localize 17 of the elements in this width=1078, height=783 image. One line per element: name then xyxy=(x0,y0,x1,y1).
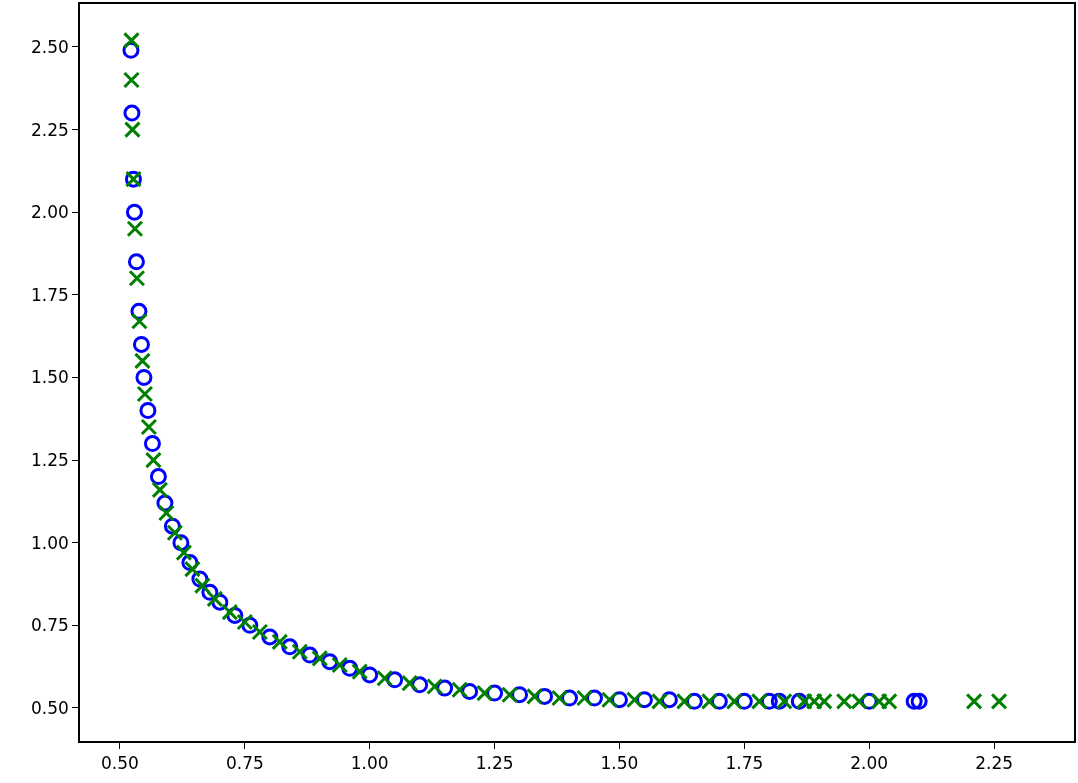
y-tick-label: 0.50 xyxy=(30,697,69,718)
y-tick-label: 0.75 xyxy=(30,615,69,636)
y-tick-label: 1.75 xyxy=(30,284,69,305)
x-tick-label: 1.00 xyxy=(350,753,389,774)
x-tick-label: 1.75 xyxy=(725,753,764,774)
x-tick-label: 1.50 xyxy=(600,753,639,774)
y-tick-label: 1.00 xyxy=(30,532,69,553)
y-tick-label: 2.00 xyxy=(30,202,69,223)
x-tick-label: 0.75 xyxy=(225,753,264,774)
x-tick-label: 2.00 xyxy=(850,753,889,774)
y-tick-label: 2.50 xyxy=(30,36,69,57)
x-tick-label: 0.50 xyxy=(101,753,139,774)
y-tick-label: 1.50 xyxy=(30,367,69,388)
y-tick-label: 2.25 xyxy=(30,119,69,140)
y-tick-label: 1.25 xyxy=(30,450,69,471)
x-tick-label: 2.25 xyxy=(975,753,1014,774)
x-tick-label: 1.25 xyxy=(475,753,514,774)
